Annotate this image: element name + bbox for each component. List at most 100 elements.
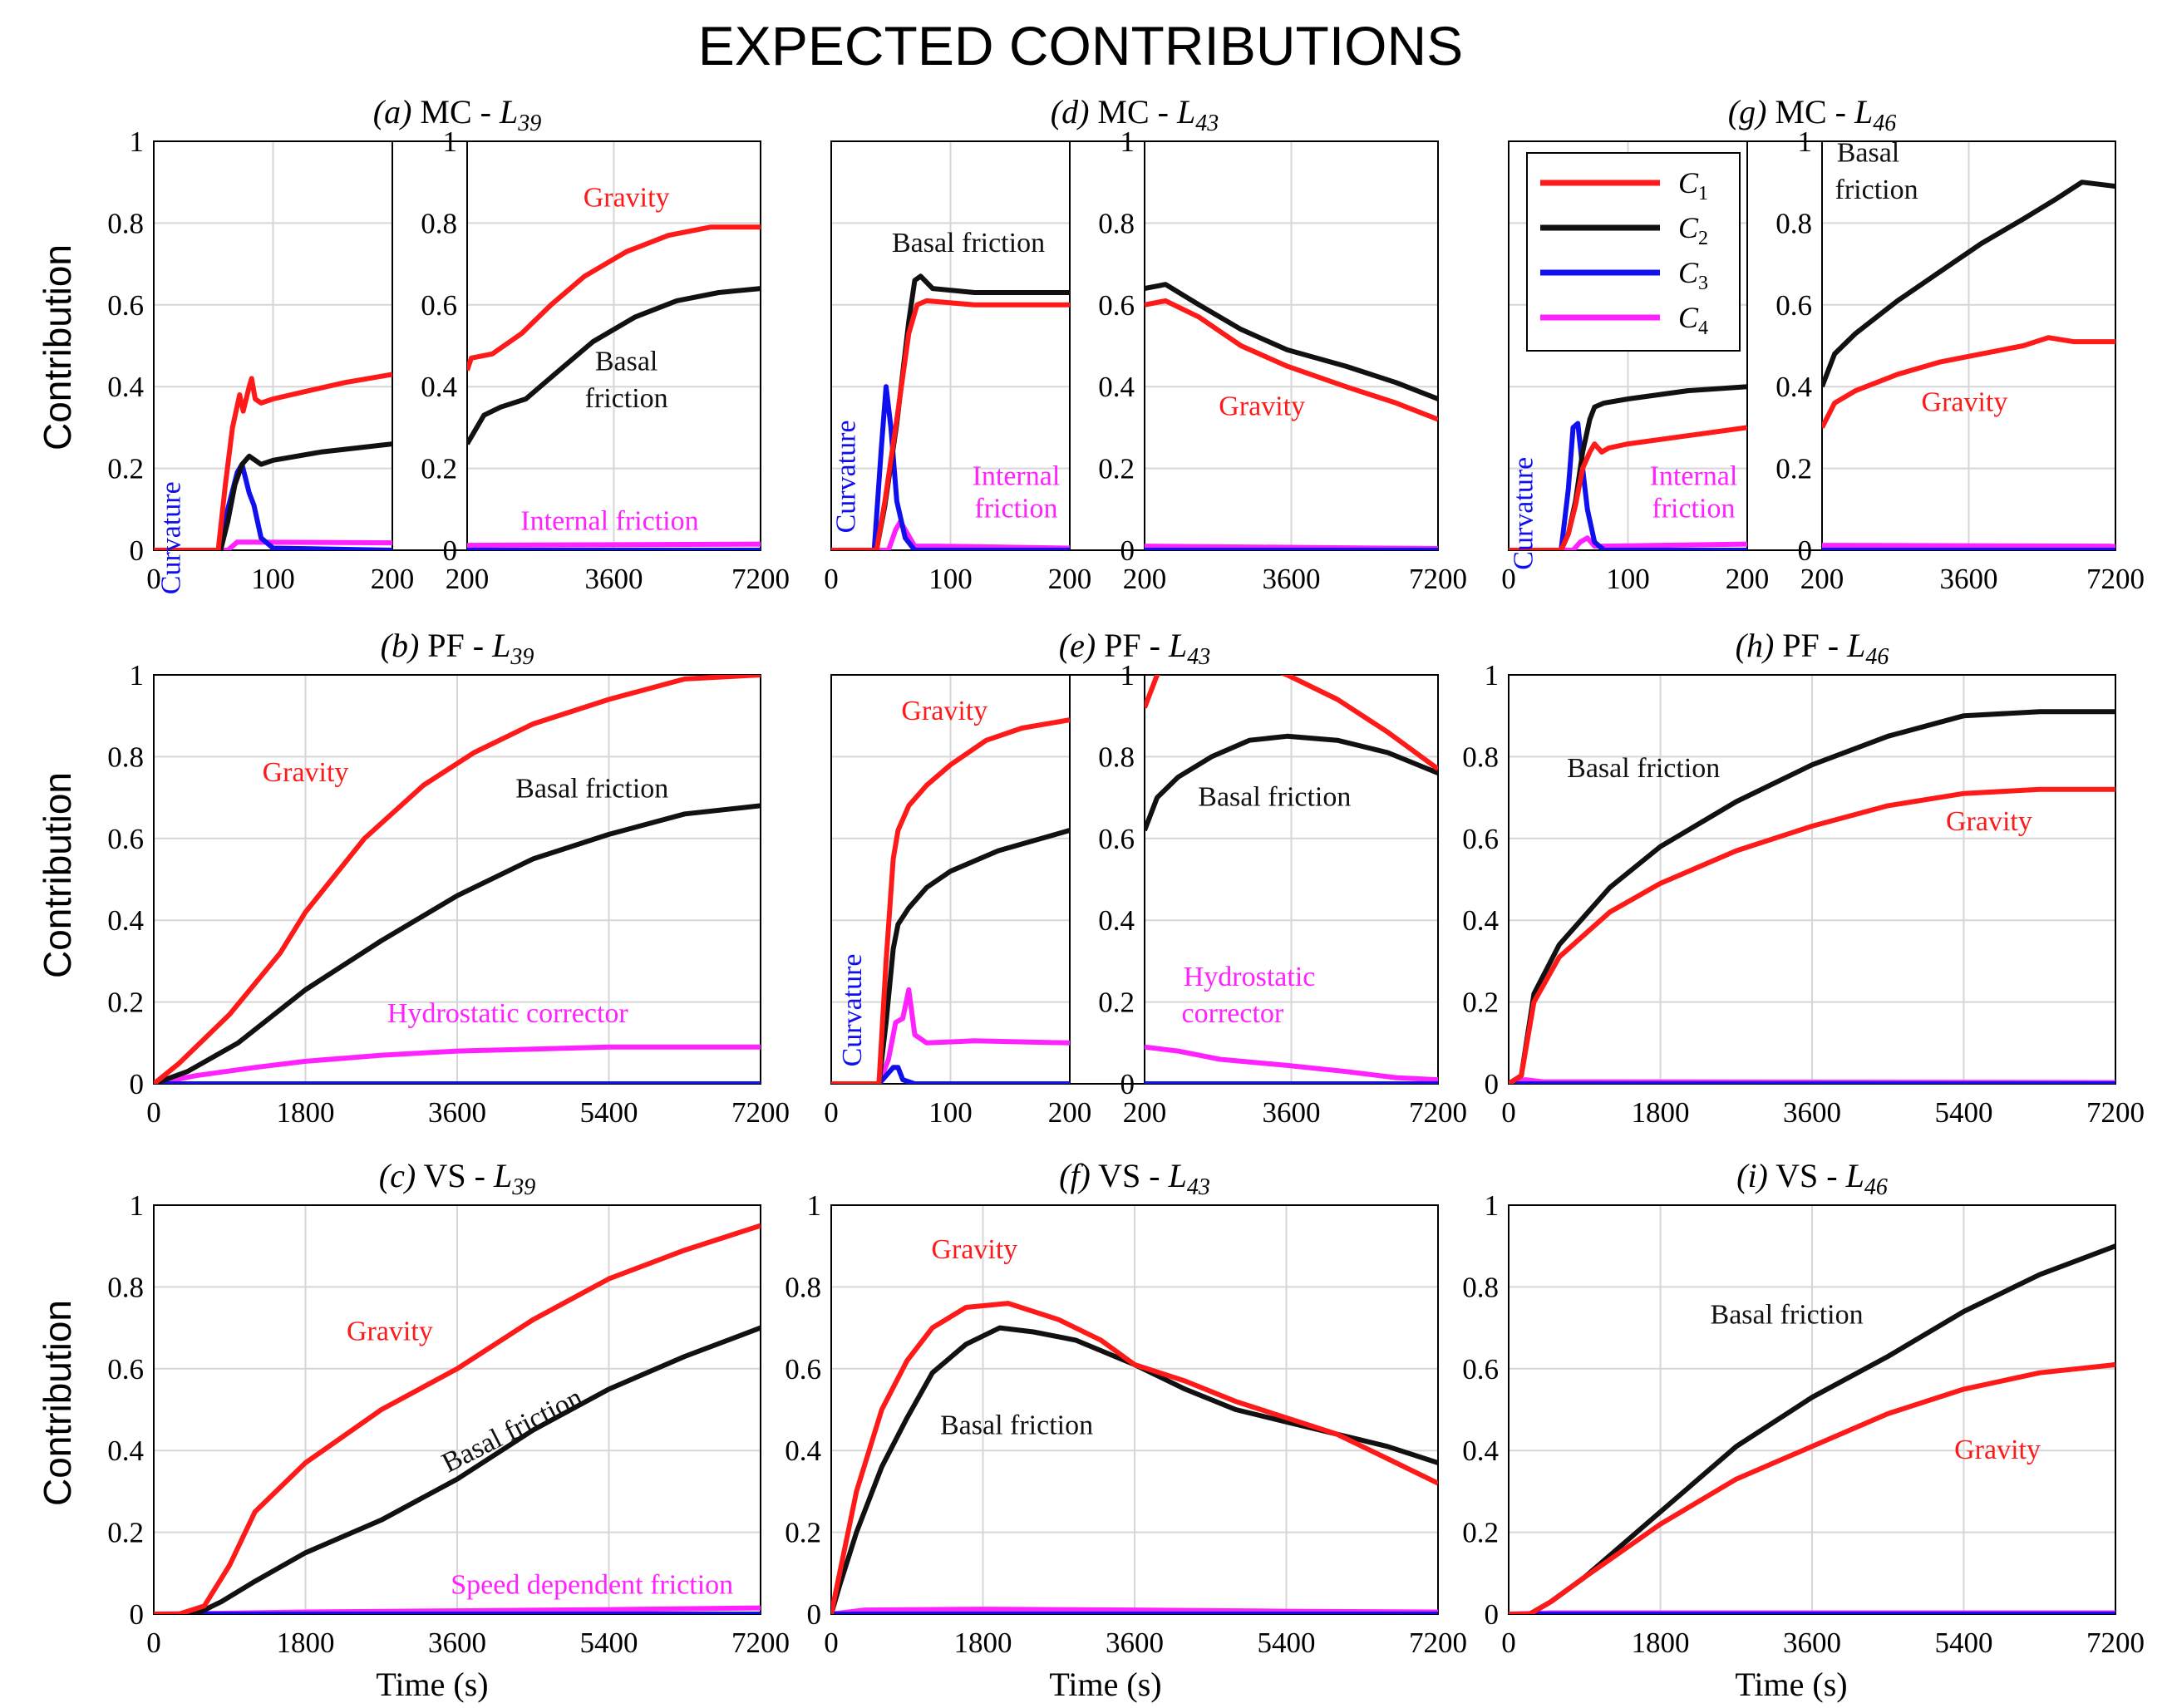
series-group (831, 1301, 1438, 1614)
title-letter: (d) (1051, 93, 1090, 130)
series-line-C1 (1145, 675, 1438, 771)
y-tick-label: 0.6 (1098, 823, 1135, 855)
x-tick-label: 200 (1800, 563, 1844, 595)
x-tick-label: 3600 (1783, 1627, 1841, 1659)
series-group (154, 675, 761, 1084)
x-tick-label: 1800 (277, 1627, 335, 1659)
panel-title-e: (e) PF - L43 (1059, 627, 1210, 670)
series-group (154, 1223, 761, 1614)
series-line-C2 (154, 803, 761, 1084)
y-tick-label: 0.8 (1462, 741, 1499, 773)
panel-i-axes: 0 1800 3600 5400 7200 0 0.2 0.4 0.6 0.8 1 Basal fri… (1462, 1189, 2145, 1659)
panel-a-left-axes: 0 100 200 0 0.2 0.4 0.6 0.8 1 Curvature (107, 126, 414, 595)
y-tick-label: 1 (807, 1189, 822, 1222)
title-var: L (1168, 1157, 1187, 1194)
x-tick-label: 0 (146, 1627, 161, 1659)
y-tick-label: 0.2 (107, 987, 144, 1019)
annotation-label: Basal friction (940, 1410, 1093, 1441)
legend-label-C4: C4 (1678, 301, 1708, 339)
title-letter: (a) (373, 93, 412, 130)
y-axis-label-row3: Contribution (36, 1300, 79, 1506)
title-sub: 46 (1865, 644, 1889, 670)
series-line-C3 (1509, 421, 1747, 550)
title-sub: 46 (1873, 111, 1896, 136)
series-group (1145, 282, 1438, 550)
y-tick-label: 0 (1485, 1068, 1500, 1100)
annotation-label: Curvature (1509, 457, 1539, 570)
series-group (1822, 180, 2115, 550)
y-tick-label: 0.6 (107, 1353, 144, 1386)
title-letter: (i) (1736, 1157, 1768, 1194)
y-tick-label: 0.4 (1462, 904, 1499, 937)
y-tick-label: 0.8 (1462, 1271, 1499, 1303)
x-tick-label: 5400 (1935, 1627, 1993, 1659)
y-tick-label: 1 (130, 659, 145, 692)
y-tick-label: 0.8 (107, 741, 144, 773)
y-tick-label: 0 (130, 1598, 145, 1631)
annotation-label: Basal friction (1711, 1300, 1864, 1331)
series-line-C4 (831, 1607, 1438, 1614)
y-tick-label: 0.8 (107, 1271, 144, 1303)
title-var: L (491, 627, 510, 664)
panel-title-c: (c) VS - L39 (379, 1157, 535, 1200)
x-tick-label: 3600 (1940, 563, 1998, 595)
y-tick-label: 0.4 (1462, 1435, 1499, 1467)
title-sub: 43 (1187, 1174, 1210, 1200)
x-tick-label: 200 (371, 563, 415, 595)
annotation-label: friction (974, 494, 1057, 524)
annotation-label: Basal (595, 347, 658, 377)
title-letter: (f) (1059, 1157, 1091, 1194)
title-letter: (h) (1736, 627, 1775, 664)
series-line-C2 (1145, 282, 1438, 401)
x-tick-label: 7200 (731, 563, 790, 595)
legend-label-C3: C3 (1678, 256, 1708, 294)
y-tick-label: 0.4 (107, 371, 144, 403)
x-tick-label: 7200 (1409, 563, 1467, 595)
title-letter: (b) (381, 627, 420, 664)
series-line-C1 (1509, 786, 2115, 1084)
x-tick-label: 0 (146, 1096, 161, 1129)
series-line-C2 (154, 1325, 761, 1614)
annotation-label: Gravity (1922, 387, 2008, 418)
title-var: L (1168, 627, 1187, 664)
panel-title-a: (a) MC - L39 (373, 93, 541, 136)
title-sub: 39 (510, 644, 534, 670)
series-line-C2 (1822, 180, 2115, 388)
series-line-C1 (154, 675, 761, 1084)
figure-title: EXPECTED CONTRIBUTIONS (698, 15, 1463, 76)
series-group (1145, 675, 1438, 1084)
y-tick-label: 0.4 (107, 904, 144, 937)
series-line-C4 (154, 539, 392, 550)
title-method: VS - (416, 1157, 494, 1194)
y-tick-label: 0.6 (1098, 289, 1135, 322)
x-tick-label: 200 (1123, 563, 1167, 595)
annotation-label: Gravity (263, 757, 349, 788)
title-method: PF - (1774, 627, 1847, 664)
x-tick-label: 3600 (1106, 1627, 1164, 1659)
annotation-label: Basal friction (1567, 753, 1720, 784)
title-sub: 39 (511, 1174, 535, 1200)
y-tick-label: 0 (130, 1068, 145, 1100)
title-var: L (1176, 93, 1195, 130)
series-group (1509, 709, 2115, 1084)
y-tick-label: 0.8 (1098, 741, 1135, 773)
x-tick-label: 3600 (428, 1627, 486, 1659)
panel-f-axes: 0 1800 3600 5400 7200 0 0.2 0.4 0.6 0.8 1 Gravity Ba… (785, 1189, 1467, 1659)
x-tick-label: 0 (824, 563, 839, 595)
x-tick-label: 200 (446, 563, 490, 595)
legend-sub: 1 (1698, 183, 1708, 204)
series-line-C1 (831, 298, 1070, 550)
y-axis-label-row1: Contribution (36, 244, 79, 450)
x-tick-label: 7200 (2086, 1096, 2145, 1129)
annotation-label: Hydrostatic (1184, 962, 1316, 992)
series-group (831, 717, 1070, 1084)
x-tick-label: 100 (928, 1096, 973, 1129)
x-tick-label: 1800 (954, 1627, 1012, 1659)
x-tick-label: 7200 (731, 1627, 790, 1659)
annotation-label: friction (1835, 175, 1918, 205)
y-tick-label: 0 (130, 534, 145, 567)
y-tick-label: 0.2 (107, 453, 144, 485)
y-tick-label: 1 (1485, 659, 1500, 692)
annotation-label: Internal (973, 460, 1061, 491)
